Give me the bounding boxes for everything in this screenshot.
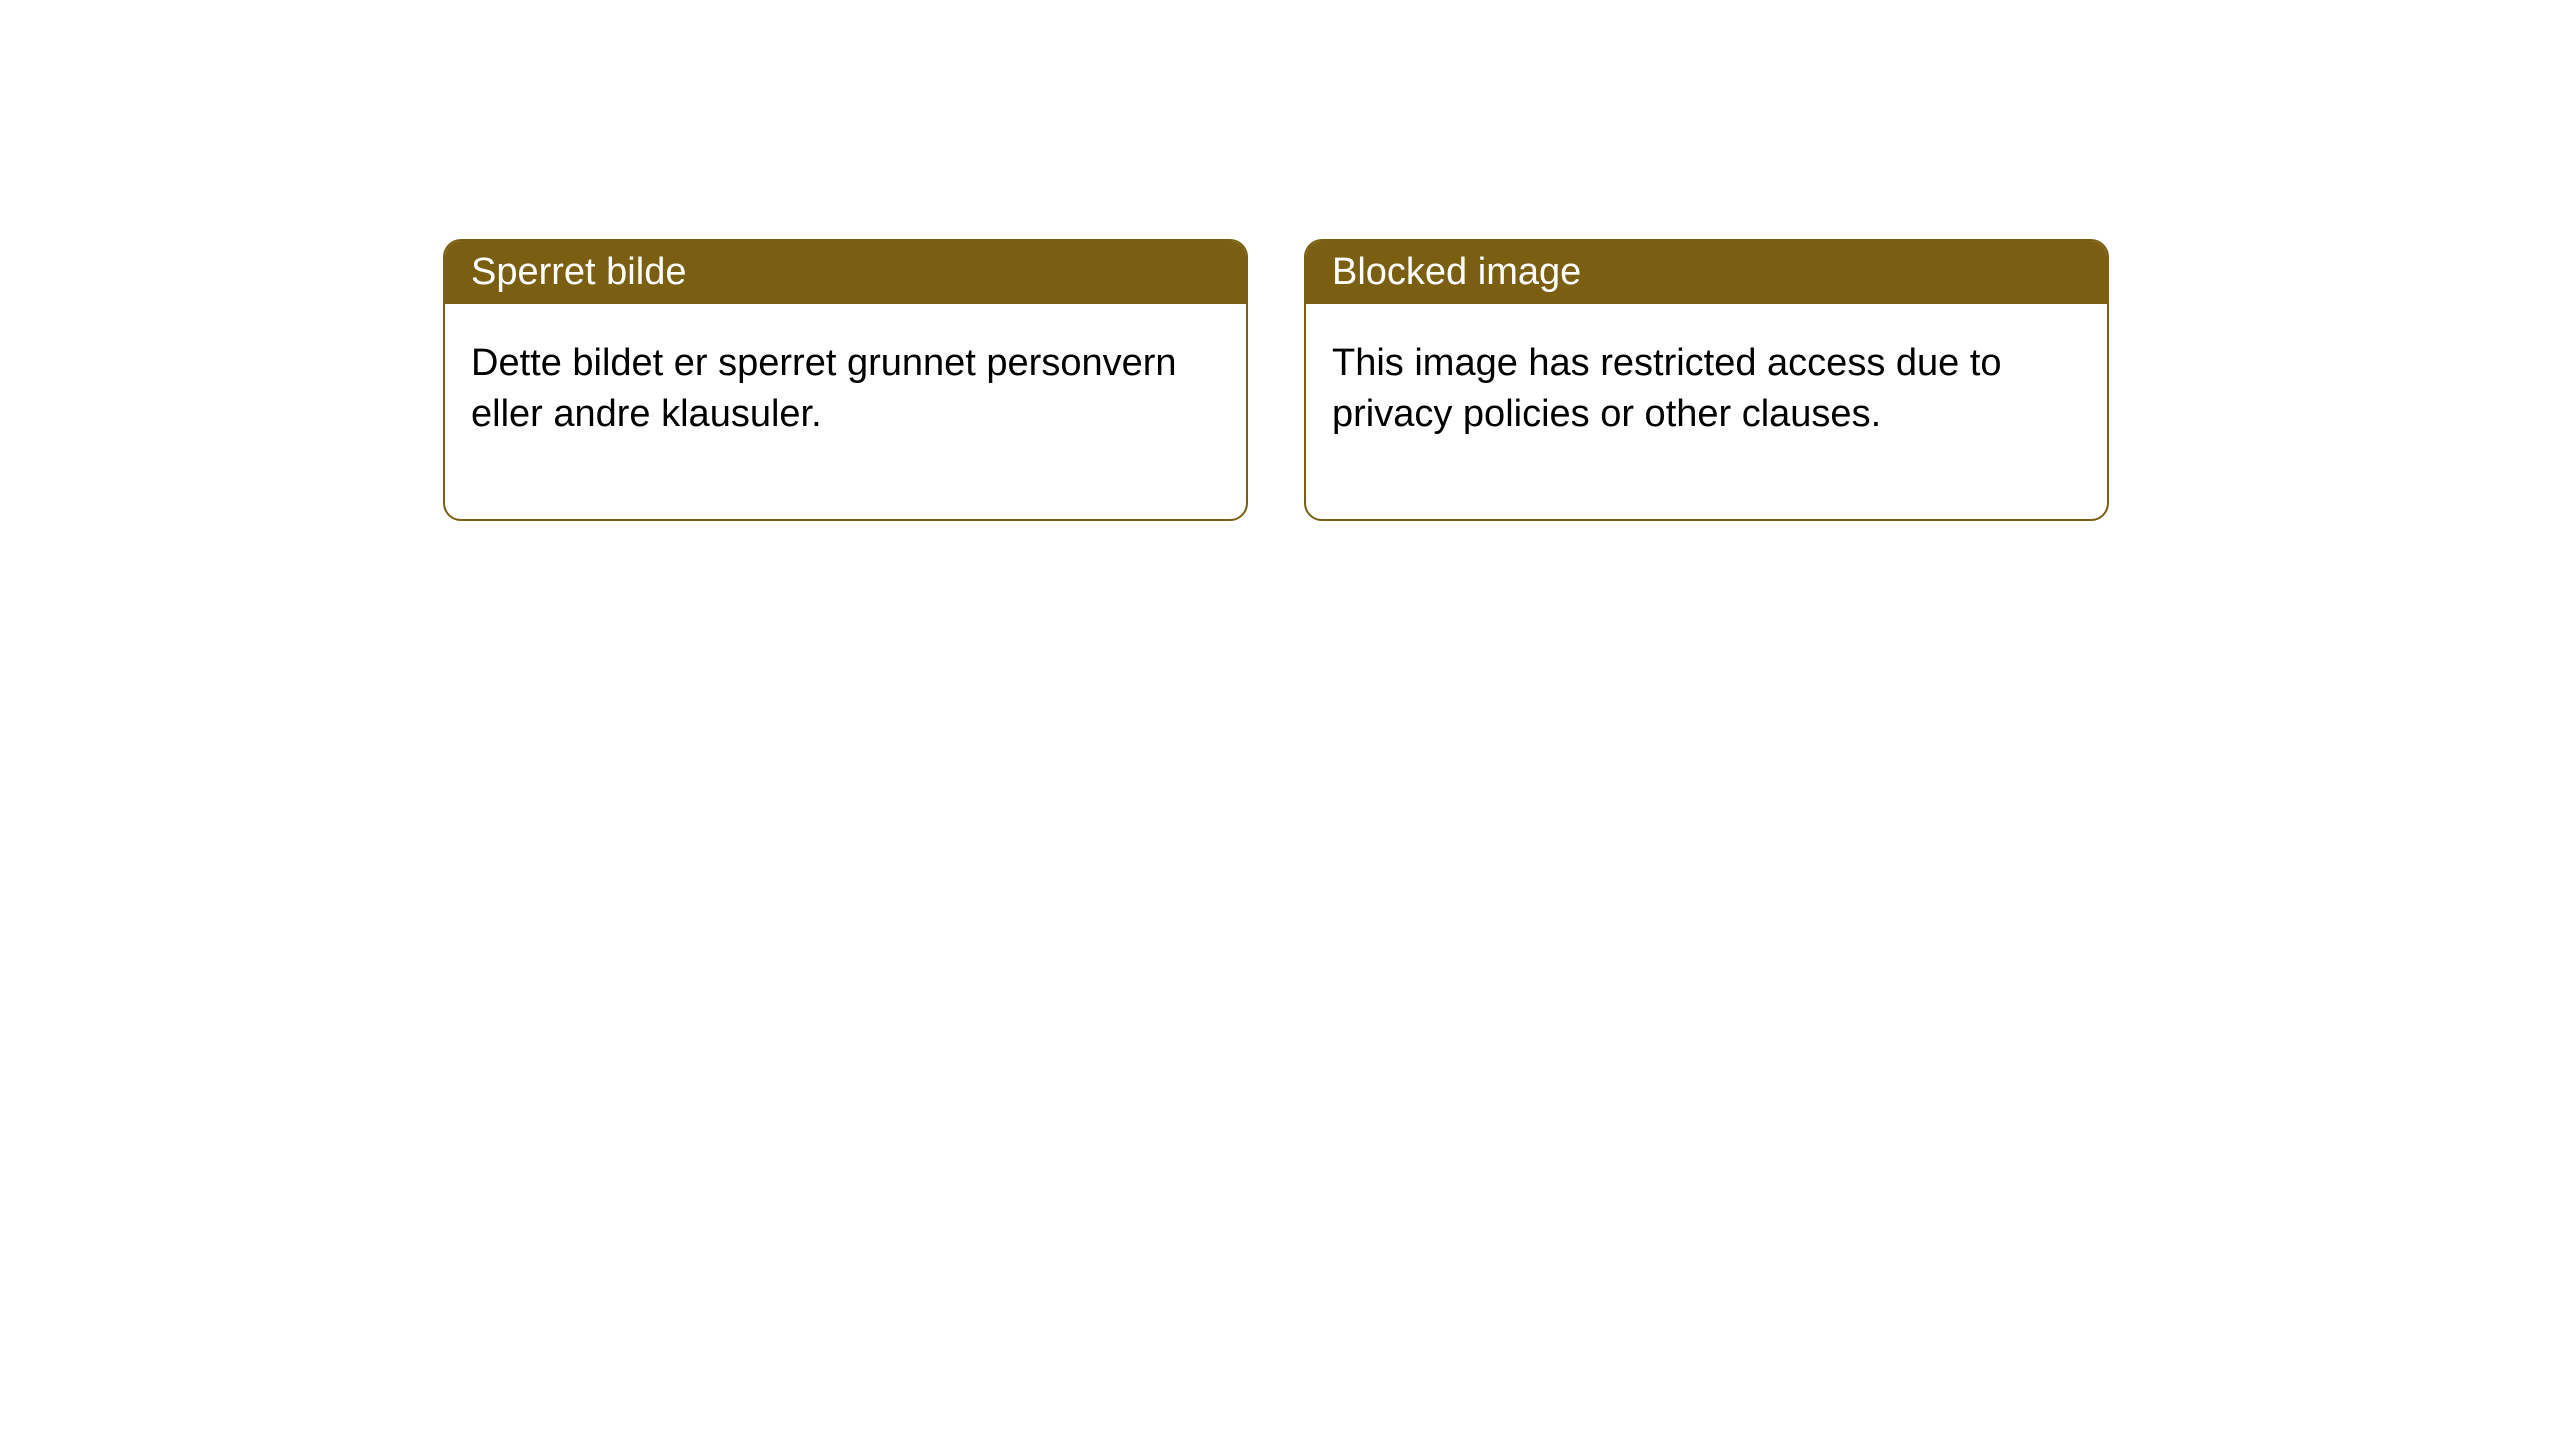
card-body: Dette bildet er sperret grunnet personve… (445, 304, 1246, 519)
card-title: Blocked image (1332, 251, 1581, 293)
card-title: Sperret bilde (471, 251, 686, 293)
card-body: This image has restricted access due to … (1306, 304, 2107, 519)
card-body-text: Dette bildet er sperret grunnet personve… (471, 342, 1177, 435)
notice-card-norwegian: Sperret bilde Dette bildet er sperret gr… (443, 239, 1248, 521)
notice-card-english: Blocked image This image has restricted … (1304, 239, 2109, 521)
card-body-text: This image has restricted access due to … (1332, 342, 2002, 435)
notice-cards-container: Sperret bilde Dette bildet er sperret gr… (0, 0, 2560, 521)
card-header: Blocked image (1306, 241, 2107, 304)
card-header: Sperret bilde (445, 241, 1246, 304)
